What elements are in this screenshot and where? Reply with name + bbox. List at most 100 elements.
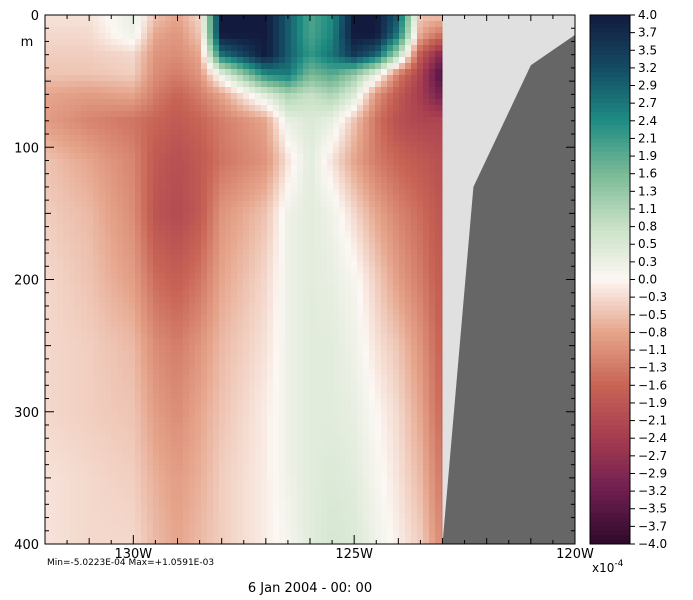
heatmap-cell — [417, 267, 424, 274]
heatmap-cell — [399, 87, 406, 94]
heatmap-cell — [75, 429, 82, 436]
heatmap-cell — [87, 75, 94, 82]
heatmap-cell — [369, 315, 376, 322]
heatmap-cell — [309, 327, 316, 334]
heatmap-cell — [405, 303, 412, 310]
heatmap-cell — [177, 81, 184, 88]
heatmap-cell — [375, 165, 382, 172]
heatmap-cell — [261, 129, 268, 136]
heatmap-cell — [387, 171, 394, 178]
heatmap-cell — [429, 45, 436, 52]
heatmap-cell — [195, 153, 202, 160]
heatmap-cell — [75, 387, 82, 394]
heatmap-cell — [255, 159, 262, 166]
heatmap-cell — [297, 435, 304, 442]
heatmap-cell — [225, 435, 232, 442]
heatmap-cell — [195, 357, 202, 364]
heatmap-cell — [357, 183, 364, 190]
heatmap-cell — [285, 225, 292, 232]
heatmap-cell — [405, 147, 412, 154]
heatmap-cell — [303, 15, 310, 22]
heatmap-cell — [87, 339, 94, 346]
heatmap-cell — [435, 339, 442, 346]
heatmap-cell — [405, 381, 412, 388]
heatmap-cell — [333, 255, 340, 262]
heatmap-cell — [243, 231, 250, 238]
heatmap-cell — [81, 231, 88, 238]
heatmap-cell — [357, 387, 364, 394]
heatmap-cell — [207, 231, 214, 238]
heatmap-cell — [321, 327, 328, 334]
heatmap-cell — [45, 243, 52, 250]
heatmap-cell — [375, 429, 382, 436]
heatmap-cell — [429, 189, 436, 196]
heatmap-cell — [369, 399, 376, 406]
heatmap-cell — [381, 375, 388, 382]
heatmap-cell — [291, 87, 298, 94]
heatmap-cell — [171, 69, 178, 76]
heatmap-cell — [195, 405, 202, 412]
heatmap-cell — [387, 39, 394, 46]
heatmap-cell — [165, 135, 172, 142]
heatmap-cell — [129, 81, 136, 88]
heatmap-cell — [111, 81, 118, 88]
heatmap-cell — [177, 63, 184, 70]
heatmap-cell — [315, 39, 322, 46]
heatmap-cell — [111, 417, 118, 424]
heatmap-cell — [105, 207, 112, 214]
heatmap-cell — [237, 417, 244, 424]
heatmap-cell — [159, 201, 166, 208]
heatmap-cell — [219, 309, 226, 316]
heatmap-cell — [297, 297, 304, 304]
heatmap-cell — [399, 57, 406, 64]
heatmap-cell — [339, 195, 346, 202]
heatmap-cell — [237, 279, 244, 286]
heatmap-cell — [87, 279, 94, 286]
heatmap-cell — [219, 291, 226, 298]
heatmap-cell — [441, 231, 444, 238]
heatmap-cell — [81, 417, 88, 424]
heatmap-cell — [195, 375, 202, 382]
heatmap-cell — [117, 123, 124, 130]
heatmap-cell — [201, 189, 208, 196]
heatmap-cell — [399, 333, 406, 340]
heatmap-cell — [165, 129, 172, 136]
heatmap-cell — [195, 345, 202, 352]
heatmap-cell — [285, 129, 292, 136]
heatmap-cell — [303, 153, 310, 160]
heatmap-cell — [435, 171, 442, 178]
heatmap-cell — [423, 87, 430, 94]
heatmap-cell — [87, 393, 94, 400]
heatmap-cell — [309, 225, 316, 232]
heatmap-cell — [123, 57, 130, 64]
heatmap-cell — [75, 189, 82, 196]
heatmap-cell — [183, 201, 190, 208]
heatmap-cell — [135, 117, 142, 124]
heatmap-cell — [237, 141, 244, 148]
heatmap-cell — [51, 399, 58, 406]
heatmap-cell — [177, 207, 184, 214]
heatmap-cell — [207, 243, 214, 250]
heatmap-cell — [81, 243, 88, 250]
heatmap-cell — [417, 279, 424, 286]
heatmap-cell — [429, 429, 436, 436]
heatmap-cell — [411, 87, 418, 94]
heatmap-cell — [279, 291, 286, 298]
heatmap-cell — [117, 183, 124, 190]
heatmap-cell — [267, 51, 274, 58]
heatmap-cell — [225, 225, 232, 232]
heatmap-cell — [213, 99, 220, 106]
heatmap-cell — [147, 411, 154, 418]
heatmap-cell — [99, 165, 106, 172]
heatmap-cell — [357, 339, 364, 346]
heatmap-cell — [369, 345, 376, 352]
heatmap-cell — [237, 93, 244, 100]
heatmap-cell — [207, 15, 214, 22]
heatmap-cell — [195, 339, 202, 346]
heatmap-cell — [345, 441, 352, 448]
heatmap-cell — [45, 279, 52, 286]
heatmap-cell — [303, 405, 310, 412]
heatmap-cell — [387, 255, 394, 262]
heatmap-cell — [363, 315, 370, 322]
heatmap-cell — [273, 327, 280, 334]
